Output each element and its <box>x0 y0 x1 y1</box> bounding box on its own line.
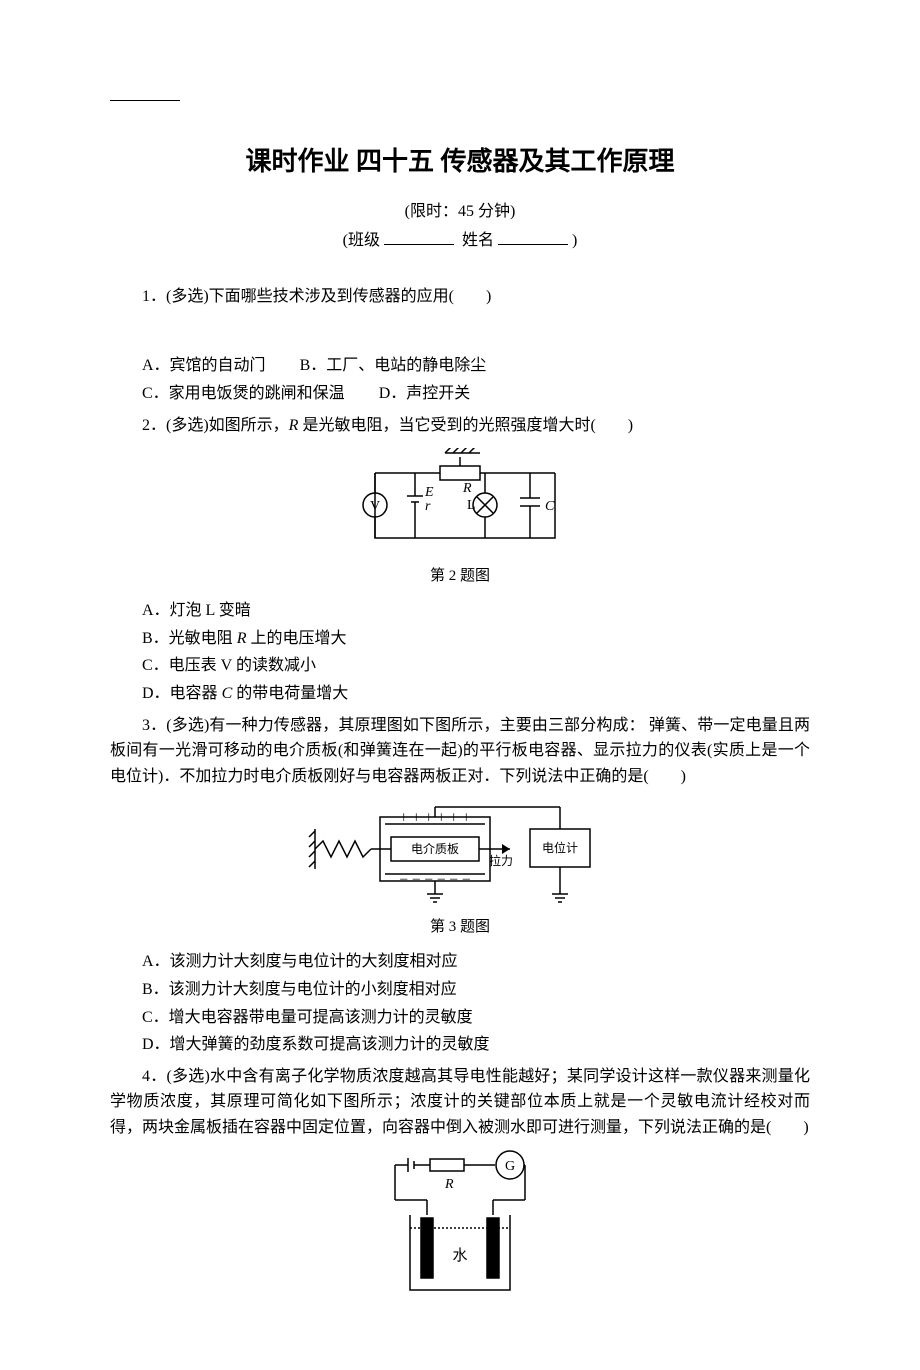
q2-D-C: C <box>222 685 233 702</box>
class-blank <box>384 229 454 245</box>
q3-diagram-svg: ＋ ＋ ＋ ＋ ＋ ＋ － － － － － － 电介质板 拉力 电位计 <box>305 799 615 909</box>
q4-label-R: R <box>444 1177 454 1192</box>
q2-stem: 2．(多选)如图所示，R 是光敏电阻，当它受到的光照强度增大时( ) <box>110 413 810 439</box>
class-label: (班级 <box>343 232 380 249</box>
name-label: 姓名 <box>462 232 494 249</box>
q2-C: C．电压表 V 的读数减小 <box>110 653 810 679</box>
q3-caption: 第 3 题图 <box>430 915 490 939</box>
q2-figure: V E r R L C 第 2 题图 <box>110 448 810 588</box>
q2-B: B．光敏电阻 R 上的电压增大 <box>110 626 810 652</box>
q3-plus: ＋ ＋ ＋ ＋ ＋ ＋ <box>399 813 472 824</box>
q2-R: R <box>289 417 299 434</box>
q2-D-post: 的带电荷量增大 <box>232 685 348 702</box>
q3-options: A．该测力计大刻度与电位计的大刻度相对应 B．该测力计大刻度与电位计的小刻度相对… <box>110 949 810 1057</box>
time-limit: (限时：45 分钟) <box>110 199 810 225</box>
q2-label-L: L <box>467 498 476 513</box>
q1-spacer <box>110 309 810 349</box>
name-blank <box>498 229 568 245</box>
q1-stem: 1．(多选)下面哪些技术涉及到传感器的应用( ) <box>110 284 810 310</box>
q1-row-cd: C．家用电饭煲的跳闸和保温 D．声控开关 <box>110 381 810 407</box>
q3-minus: － － － － － － <box>399 875 472 886</box>
q2-label-R: R <box>462 481 472 496</box>
q1-options: A．宾馆的自动门 B．工厂、电站的静电除尘 C．家用电饭煲的跳闸和保温 D．声控… <box>110 353 810 406</box>
q1-C: C．家用电饭煲的跳闸和保温 <box>142 385 345 402</box>
q2-label-V: V <box>370 499 380 514</box>
q3-D: D．增大弹簧的劲度系数可提高该测力计的灵敏度 <box>110 1032 810 1058</box>
q3-dielectric: 电介质板 <box>411 842 459 856</box>
q4-diagram-svg: R G 水 <box>375 1150 545 1300</box>
q1-B: B．工厂、电站的静电除尘 <box>300 357 487 374</box>
q3-C: C．增大电容器带电量可提高该测力计的灵敏度 <box>110 1005 810 1031</box>
q4-stem: 4．(多选)水中含有离子化学物质浓度越高其导电性能越好；某同学设计这样一款仪器来… <box>110 1064 810 1141</box>
q2-options: A．灯泡 L 变暗 B．光敏电阻 R 上的电压增大 C．电压表 V 的读数减小 … <box>110 598 810 706</box>
q2-D-pre: D．电容器 <box>142 685 222 702</box>
q4-label-water: 水 <box>452 1247 467 1264</box>
q2-circuit-svg: V E r R L C <box>345 448 575 558</box>
page-title: 课时作业 四十五 传感器及其工作原理 <box>110 141 810 183</box>
q2-label-r: r <box>425 499 431 514</box>
q4-label-G: G <box>505 1159 515 1174</box>
top-rule <box>110 100 180 101</box>
q2-B-R: R <box>237 630 247 647</box>
q2-stem-post: 是光敏电阻，当它受到的光照强度增大时( ) <box>298 417 633 434</box>
class-name-line: (班级 姓名) <box>110 228 810 254</box>
close-paren: ) <box>572 232 577 249</box>
q2-A: A．灯泡 L 变暗 <box>110 598 810 624</box>
q2-label-C: C <box>545 499 555 514</box>
q3-pot: 电位计 <box>542 840 578 855</box>
q3-B: B．该测力计大刻度与电位计的小刻度相对应 <box>110 977 810 1003</box>
q2-label-E: E <box>424 485 434 500</box>
q2-B-pre: B．光敏电阻 <box>142 630 237 647</box>
q3-stem: 3．(多选)有一种力传感器，其原理图如下图所示，主要由三部分构成： 弹簧、带一定… <box>110 713 810 790</box>
q1-row-ab: A．宾馆的自动门 B．工厂、电站的静电除尘 <box>110 353 810 379</box>
q3-figure: ＋ ＋ ＋ ＋ ＋ ＋ － － － － － － 电介质板 拉力 电位计 第 3 … <box>110 799 810 939</box>
q1-D: D．声控开关 <box>379 385 471 402</box>
q3-pull: 拉力 <box>489 853 513 868</box>
q2-D: D．电容器 C 的带电荷量增大 <box>110 681 810 707</box>
q2-stem-pre: 2．(多选)如图所示， <box>142 417 289 434</box>
q1-A: A．宾馆的自动门 <box>142 357 266 374</box>
q2-caption: 第 2 题图 <box>430 564 490 588</box>
q2-B-post: 上的电压增大 <box>246 630 346 647</box>
q3-A: A．该测力计大刻度与电位计的大刻度相对应 <box>110 949 810 975</box>
q4-figure: R G 水 <box>110 1150 810 1300</box>
